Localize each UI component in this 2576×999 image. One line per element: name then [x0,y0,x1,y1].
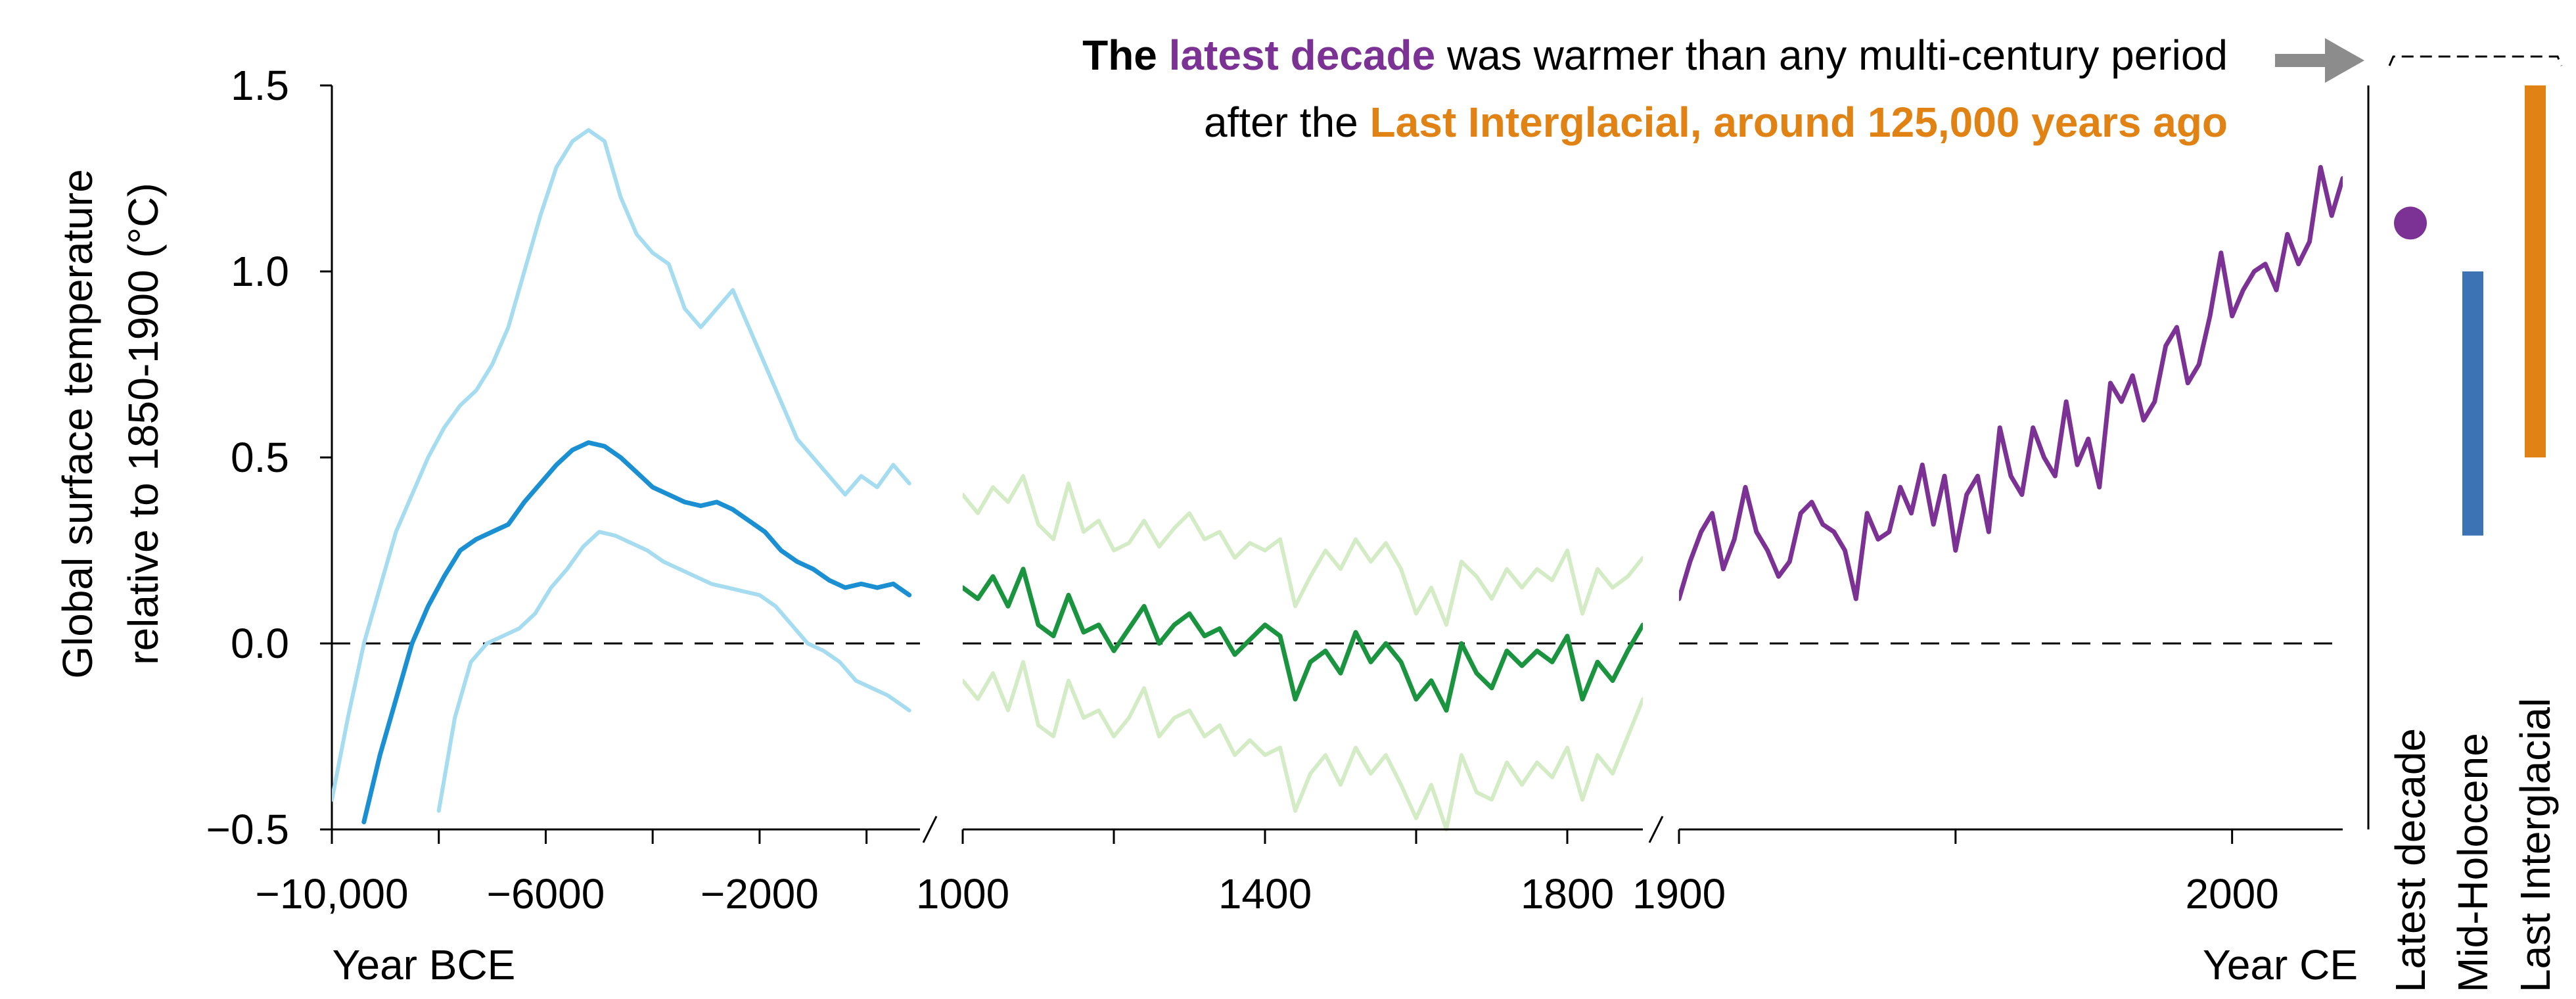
y-tick-label: −0.5 [206,806,289,853]
side-panel-label: Latest decade [2387,728,2434,992]
title-segment: Last Interglacial, around 125,000 years … [1370,99,2228,146]
series-line [963,660,1643,831]
title-segment: The [1082,32,1169,79]
title-segment: after the [1204,99,1370,146]
range-bar-mid-holocene [2462,271,2483,536]
axis-break-mark [922,816,938,843]
side-panel-bracket [2388,55,2563,66]
y-tick-label: 1.5 [231,62,289,109]
range-bar-last-interglacial [2525,85,2546,457]
y-tick-label: 1.0 [231,248,289,295]
title-segment: was warmer than any multi-century period [1435,32,2228,79]
x-tick-label: −6000 [487,870,605,918]
axis-break-mark [1648,816,1664,843]
panel-bce: −10,000 −6000 −2000 [255,128,920,918]
series-line [963,474,1643,627]
title-line-2: after the Last Interglacial, around 125,… [1204,99,2228,146]
title-line-1: The latest decade was warmer than any mu… [1082,32,2228,79]
series-line [361,440,912,825]
latest-decade-marker [2394,206,2427,240]
y-axis-label-line-1: Global surface temperature [54,169,101,679]
series-line [332,128,911,802]
arrow-right-icon [2275,38,2364,83]
x-tick-label: 1000 [916,870,1009,918]
side-panel-label: Mid-Holocene [2449,733,2496,992]
panel-ce_modern: 1900 2000 [1632,165,2343,918]
series-line [1679,165,2343,601]
x-tick-label: 1900 [1632,870,1726,918]
side-panel-label: Last Interglacial [2512,698,2559,992]
x-axis-label-ce: Year CE [2203,941,2358,988]
panel-ce_early: 1000 1400 1800 [916,474,1643,918]
y-tick-label: 0.0 [231,620,289,667]
series-line [436,530,911,813]
y-tick-label: 0.5 [231,434,289,481]
x-axis-label-bce: Year BCE [333,941,516,988]
x-tick-label: −10,000 [255,870,408,918]
x-tick-label: −2000 [701,870,819,918]
series-line [963,567,1643,713]
title-segment: latest decade [1169,32,1436,79]
y-axis-label-line-2: relative to 1850-1900 (°C) [120,183,167,665]
x-tick-label: 1400 [1218,870,1312,918]
x-tick-label: 1800 [1521,870,1614,918]
x-tick-label: 2000 [2185,870,2278,918]
